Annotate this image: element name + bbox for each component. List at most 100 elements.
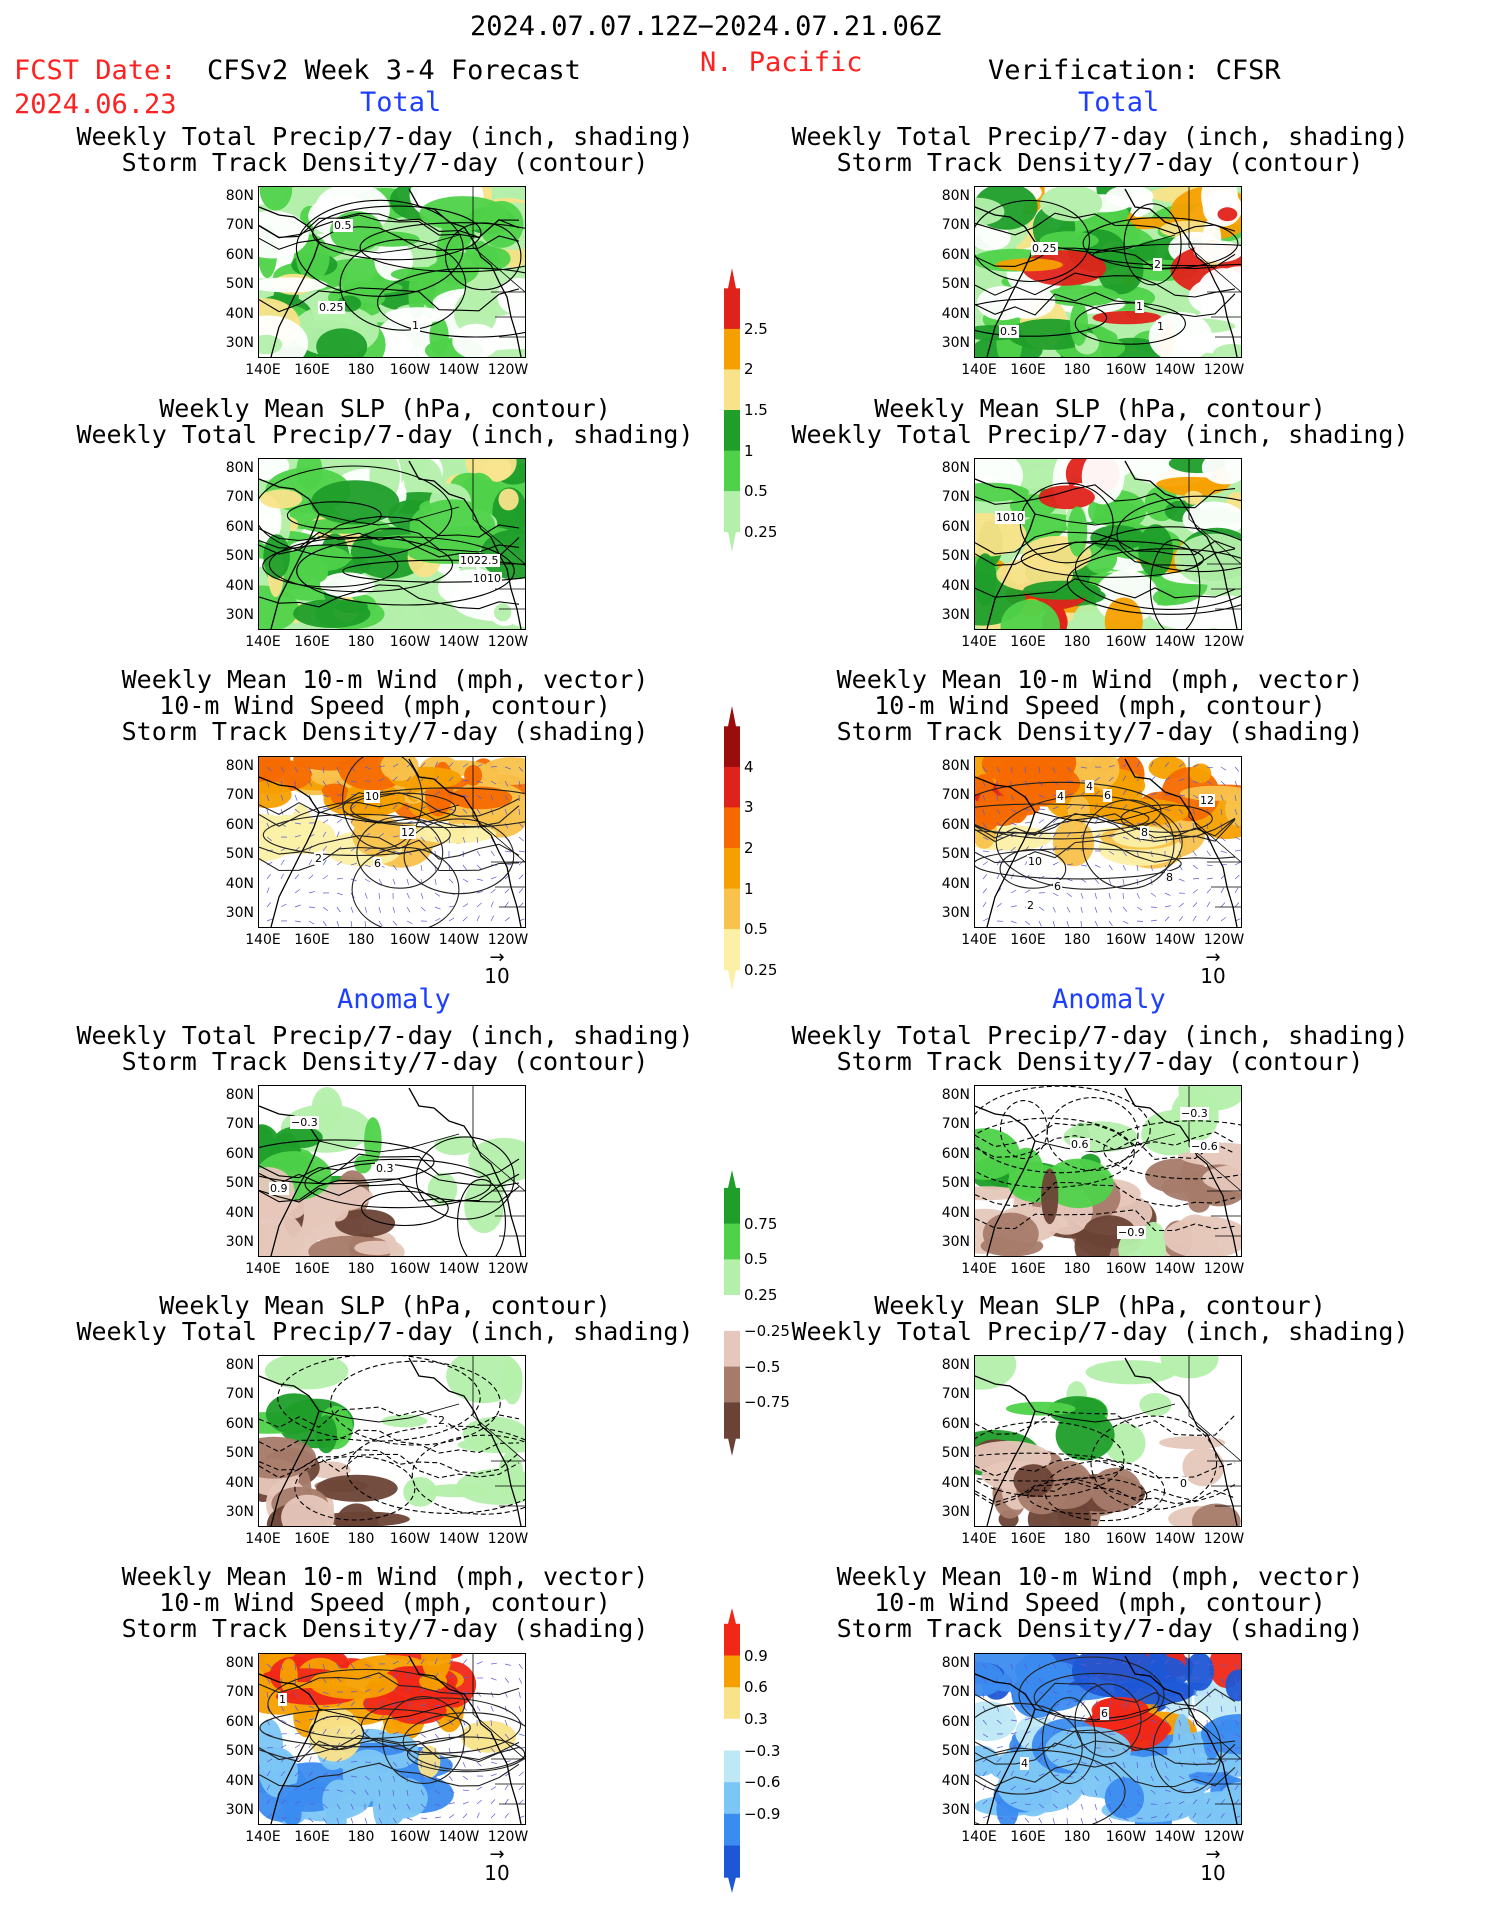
wind-vector	[1178, 808, 1183, 815]
wind-vector	[1206, 766, 1213, 769]
contour-line	[1020, 540, 1205, 578]
contour-label: 1010	[995, 511, 1025, 524]
coastline	[259, 478, 320, 629]
wind-vector	[308, 1718, 315, 1721]
wind-vector	[294, 1691, 297, 1698]
wind-vector	[504, 808, 508, 815]
wind-vector	[448, 762, 454, 768]
wind-vector	[1024, 794, 1029, 801]
wind-vector	[1192, 1747, 1196, 1754]
contour-line	[376, 267, 525, 338]
wind-vector	[448, 1775, 453, 1782]
wind-vector	[1150, 878, 1153, 885]
contour-label: 1022.5	[459, 554, 500, 567]
wind-vector	[350, 1701, 356, 1707]
contour-label: 1	[278, 1693, 287, 1706]
wind-vector	[518, 1771, 524, 1777]
wind-vector	[406, 790, 412, 796]
contour-line	[975, 199, 1091, 283]
contour-line	[406, 1736, 525, 1773]
wind-vector	[322, 1803, 328, 1809]
wind-vector	[378, 1715, 384, 1721]
wind-vector	[476, 850, 481, 857]
wind-vector	[518, 766, 524, 772]
lon-label: 180	[347, 634, 375, 650]
contour-line	[975, 1749, 1126, 1824]
wind-vector	[1234, 849, 1241, 852]
wind-vector	[392, 763, 399, 768]
wind-vector	[1164, 1733, 1169, 1740]
wind-vector	[1206, 877, 1213, 880]
coastline	[975, 1105, 1036, 1256]
wind-vector	[294, 1771, 300, 1777]
wind-vector	[996, 1746, 1003, 1749]
shade-cell	[1067, 506, 1088, 557]
colorbar-segment	[724, 1223, 740, 1260]
wind-vector	[1094, 790, 1100, 796]
contour-line	[361, 1190, 449, 1227]
lon-label: 160E	[1010, 634, 1046, 650]
lon-label: 140E	[961, 634, 997, 650]
wind-vector	[322, 1756, 327, 1763]
lon-label: 160W	[1105, 1531, 1147, 1547]
shade-cell	[1092, 311, 1162, 325]
wind-vector	[392, 1731, 399, 1735]
contour-line	[975, 781, 1162, 840]
wind-vector	[1066, 1690, 1073, 1693]
wind-vector	[378, 833, 384, 838]
shade-cell	[481, 757, 525, 785]
wind-vector	[1220, 1677, 1225, 1684]
wind-vector	[476, 902, 482, 908]
wind-vector	[1178, 822, 1183, 829]
coastline	[975, 1375, 1036, 1526]
contour-line	[259, 1453, 520, 1479]
contour-line	[975, 1421, 1125, 1497]
wind-vector	[1080, 1775, 1086, 1781]
wind-vector	[1094, 834, 1101, 838]
wind-vector	[1094, 892, 1097, 899]
lat-label: 30N	[941, 1234, 970, 1250]
wind-vector	[1164, 1789, 1171, 1793]
contour-line	[259, 1449, 520, 1475]
wind-vector	[1192, 780, 1199, 784]
wind-vector	[1122, 1761, 1126, 1768]
wind-vector	[336, 1663, 341, 1670]
wind-vector	[1164, 808, 1171, 812]
wind-vector	[1136, 1817, 1143, 1820]
wind-vector	[364, 1700, 369, 1707]
contour-line	[259, 1178, 520, 1203]
contour-line	[259, 465, 453, 559]
contour-label: 0	[1179, 1477, 1188, 1490]
wind-vector	[1178, 794, 1185, 797]
contour-line	[1018, 1656, 1165, 1734]
coastline	[318, 1133, 460, 1153]
contour-label: 4	[1085, 780, 1094, 793]
colorbar-label: 0.5	[744, 1250, 768, 1268]
wind-vector	[1164, 794, 1172, 796]
shade-cell	[1163, 1216, 1241, 1256]
wind-vector	[462, 763, 469, 768]
colorbar-label: −0.3	[744, 1742, 781, 1760]
wind-vector	[350, 1789, 356, 1795]
lat-label: 30N	[941, 335, 970, 351]
wind-vector	[406, 1718, 414, 1721]
lon-label: 180	[347, 932, 375, 948]
wind-vector	[1192, 1661, 1199, 1665]
wind-vector	[1192, 889, 1199, 894]
contour-line	[975, 813, 1236, 839]
wind-vector	[476, 780, 483, 784]
wind-vector	[322, 807, 329, 810]
wind-vector	[1080, 1714, 1085, 1721]
wind-vector	[1192, 902, 1198, 908]
contour-line	[286, 501, 382, 530]
wind-vector	[336, 861, 343, 866]
shade-cell	[1071, 1654, 1155, 1698]
wind-vector	[434, 1803, 441, 1807]
wind-vector	[322, 1817, 327, 1824]
lon-label: 140W	[1154, 932, 1196, 948]
fcst-date-label: FCST Date:	[14, 55, 177, 86]
lon-label: 140W	[1154, 634, 1196, 650]
coastline	[318, 1701, 460, 1721]
wind-vector	[1220, 1785, 1225, 1791]
wind-vector	[336, 1702, 343, 1707]
